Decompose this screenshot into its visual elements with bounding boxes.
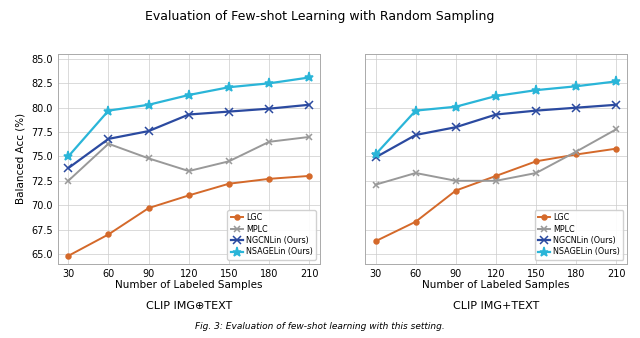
LGC [412,220,419,224]
NGCNLin (Ours) [185,113,193,117]
LGC [225,182,233,186]
NGCNLin (Ours) [412,133,419,137]
MPLC [412,171,419,175]
NSAGELin (Ours) [573,84,580,88]
NGCNLin (Ours) [225,110,233,114]
NGCNLin (Ours) [65,166,72,170]
Text: CLIP IMG+TEXT: CLIP IMG+TEXT [453,301,539,311]
MPLC [612,127,620,131]
MPLC [573,149,580,153]
Legend: LGC, MPLC, NGCNLin (Ours), NSAGELin (Ours): LGC, MPLC, NGCNLin (Ours), NSAGELin (Our… [227,210,316,260]
NGCNLin (Ours) [266,106,273,111]
LGC [492,174,500,178]
LGC [65,254,72,258]
LGC [532,159,540,163]
Line: LGC: LGC [66,173,312,258]
Text: Evaluation of Few-shot Learning with Random Sampling: Evaluation of Few-shot Learning with Ran… [145,10,495,23]
NSAGELin (Ours) [372,152,380,156]
MPLC [185,169,193,173]
MPLC [305,135,313,139]
NGCNLin (Ours) [104,137,112,141]
MPLC [372,183,380,187]
NSAGELin (Ours) [305,75,313,79]
Y-axis label: Balanced Acc (%): Balanced Acc (%) [15,113,26,204]
LGC [612,147,620,151]
NGCNLin (Ours) [452,125,460,129]
NGCNLin (Ours) [612,103,620,107]
NGCNLin (Ours) [492,113,500,117]
NSAGELin (Ours) [612,79,620,83]
Line: MPLC: MPLC [372,126,620,188]
Legend: LGC, MPLC, NGCNLin (Ours), NSAGELin (Ours): LGC, MPLC, NGCNLin (Ours), NSAGELin (Our… [534,210,623,260]
LGC [573,152,580,156]
LGC [145,206,152,210]
NGCNLin (Ours) [532,108,540,113]
NGCNLin (Ours) [305,103,313,107]
NSAGELin (Ours) [492,94,500,98]
LGC [372,239,380,243]
NSAGELin (Ours) [145,103,152,107]
X-axis label: Number of Labeled Samples: Number of Labeled Samples [115,280,262,290]
MPLC [266,140,273,144]
NGCNLin (Ours) [573,106,580,110]
LGC [104,232,112,236]
MPLC [104,142,112,146]
LGC [185,193,193,197]
NSAGELin (Ours) [532,88,540,92]
Line: NGCNLin (Ours): NGCNLin (Ours) [372,101,620,161]
NGCNLin (Ours) [372,155,380,160]
LGC [305,174,313,178]
Text: CLIP IMG⊕TEXT: CLIP IMG⊕TEXT [146,301,232,311]
NSAGELin (Ours) [266,81,273,86]
Line: MPLC: MPLC [65,134,312,184]
MPLC [65,179,72,183]
NSAGELin (Ours) [452,105,460,109]
Line: NSAGELin (Ours): NSAGELin (Ours) [64,73,314,161]
Line: NSAGELin (Ours): NSAGELin (Ours) [371,77,621,159]
LGC [452,189,460,193]
Line: LGC: LGC [373,146,619,244]
X-axis label: Number of Labeled Samples: Number of Labeled Samples [422,280,570,290]
MPLC [145,156,152,161]
NSAGELin (Ours) [185,93,193,97]
MPLC [532,171,540,175]
NSAGELin (Ours) [412,108,419,113]
NSAGELin (Ours) [65,154,72,159]
LGC [266,177,273,181]
MPLC [492,179,500,183]
Line: NGCNLin (Ours): NGCNLin (Ours) [65,101,313,172]
NGCNLin (Ours) [145,129,152,133]
MPLC [225,159,233,163]
MPLC [452,179,460,183]
NSAGELin (Ours) [104,108,112,113]
NSAGELin (Ours) [225,85,233,89]
Text: Fig. 3: Evaluation of few-shot learning with this setting.: Fig. 3: Evaluation of few-shot learning … [195,322,445,331]
